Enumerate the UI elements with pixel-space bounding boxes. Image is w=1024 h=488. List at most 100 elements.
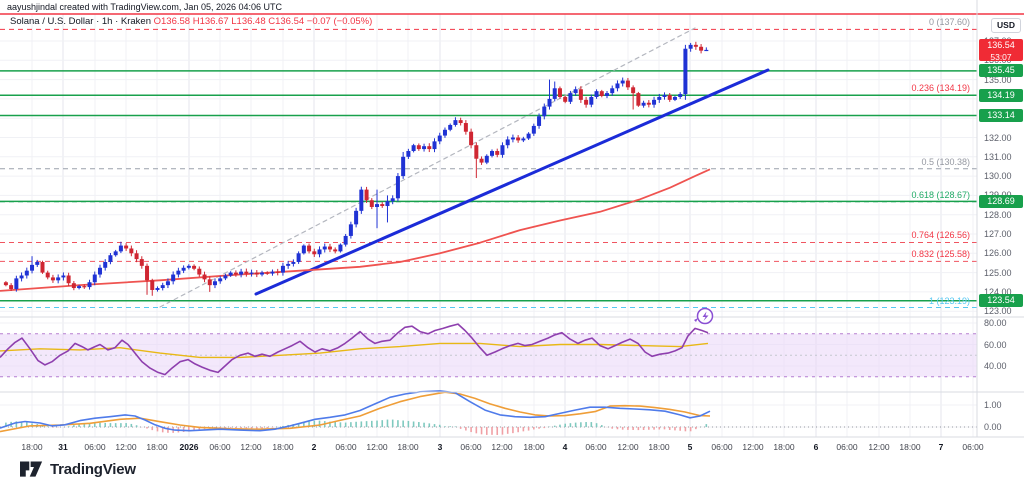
candle-body bbox=[19, 275, 24, 279]
currency-toggle-button[interactable]: USD bbox=[991, 18, 1021, 33]
candle-body bbox=[646, 102, 651, 105]
time-axis-label: 06:00 bbox=[585, 442, 607, 452]
fib-level-label: 0.236 (134.19) bbox=[911, 83, 970, 94]
candle-body bbox=[693, 44, 698, 47]
price-axis-label: 132.00 bbox=[984, 132, 1012, 143]
candle-body bbox=[296, 253, 301, 262]
macd-axis-label: 1.00 bbox=[984, 400, 1002, 410]
candle-body bbox=[699, 46, 704, 51]
blue-support-trendline[interactable] bbox=[254, 68, 770, 296]
candle-body bbox=[97, 267, 102, 275]
candle-body bbox=[14, 278, 19, 290]
rsi-axis-label: 80.00 bbox=[984, 318, 1007, 328]
price-axis-label: 130.00 bbox=[984, 171, 1012, 182]
candle-body bbox=[652, 99, 657, 105]
candle-body bbox=[223, 275, 228, 279]
candle-body bbox=[484, 155, 489, 163]
candle-body bbox=[547, 98, 552, 107]
candle-body bbox=[432, 141, 437, 150]
candle-body bbox=[165, 281, 170, 286]
candle-body bbox=[291, 261, 296, 264]
candle-body bbox=[286, 263, 291, 266]
candle-body bbox=[505, 139, 510, 146]
candle-body bbox=[275, 271, 280, 273]
candle-body bbox=[24, 270, 29, 276]
candle-body bbox=[312, 251, 317, 255]
time-axis-label: 3 bbox=[437, 442, 443, 452]
tradingview-logo[interactable]: TradingView bbox=[20, 461, 136, 478]
time-axis-label: 12:00 bbox=[742, 442, 764, 452]
candle-body bbox=[490, 151, 495, 156]
candle-body bbox=[500, 145, 505, 155]
candle-body bbox=[354, 210, 359, 225]
time-axis-label: 7 bbox=[938, 442, 944, 452]
price-axis-label: 126.00 bbox=[984, 248, 1012, 259]
candle-body bbox=[40, 261, 45, 273]
candle-body bbox=[568, 93, 573, 102]
time-axis-label: 5 bbox=[687, 442, 693, 452]
candle-body bbox=[254, 272, 259, 275]
candle-body bbox=[301, 245, 306, 254]
macd-line bbox=[0, 390, 711, 432]
candle-body bbox=[683, 48, 688, 95]
gray-dashed-channel[interactable] bbox=[159, 27, 696, 308]
time-axis-label: 18:00 bbox=[899, 442, 921, 452]
candle-body bbox=[406, 151, 411, 157]
candle-body bbox=[3, 282, 8, 286]
candle-body bbox=[118, 245, 123, 252]
candle-body bbox=[139, 259, 144, 266]
candle-body bbox=[176, 270, 181, 275]
time-axis-label: 18:00 bbox=[773, 442, 795, 452]
price-axis-label: 125.00 bbox=[984, 267, 1012, 278]
candle-body bbox=[589, 96, 594, 105]
candle-body bbox=[688, 44, 693, 49]
rsi-axis-label: 60.00 bbox=[984, 339, 1007, 350]
bar-countdown: 53:07 bbox=[990, 51, 1012, 62]
candle-body bbox=[82, 286, 87, 288]
candle-body bbox=[265, 272, 270, 274]
time-axis-label: 18:00 bbox=[397, 442, 419, 452]
candle-body bbox=[453, 120, 458, 125]
time-axis-label: 12:00 bbox=[240, 442, 262, 452]
candle-body bbox=[155, 288, 160, 290]
symbol-legend[interactable]: Solana / U.S. Dollar · 1h · Kraken O136.… bbox=[10, 16, 372, 27]
chart-canvas[interactable] bbox=[0, 0, 1024, 455]
lightning-marker-icon[interactable] bbox=[694, 307, 714, 325]
candle-body bbox=[270, 271, 275, 274]
tradingview-logo-text: TradingView bbox=[50, 461, 136, 478]
candle-body bbox=[129, 248, 134, 254]
price-level-badge: 135.45 bbox=[979, 64, 1023, 78]
fib-level-label: 1 (123.19) bbox=[928, 295, 970, 306]
candle-body bbox=[327, 246, 332, 250]
candle-body bbox=[615, 83, 620, 89]
candle-body bbox=[212, 281, 217, 286]
candle-body bbox=[427, 146, 432, 150]
time-axis-label: 12:00 bbox=[491, 442, 513, 452]
candle-body bbox=[662, 95, 667, 97]
time-axis-label: 06:00 bbox=[84, 442, 106, 452]
candle-body bbox=[625, 80, 630, 88]
candle-body bbox=[495, 151, 500, 155]
candle-body bbox=[375, 204, 380, 207]
time-axis-label: 2 bbox=[311, 442, 317, 452]
price-axis-label: 135.00 bbox=[984, 74, 1012, 85]
red-moving-average bbox=[0, 168, 711, 292]
price-level-badge: 123.54 bbox=[979, 294, 1023, 308]
candle-body bbox=[563, 96, 568, 102]
fib-level-label: 0.832 (125.58) bbox=[911, 249, 970, 260]
time-axis-label: 18:00 bbox=[21, 442, 43, 452]
macd-axis-label: 0.00 bbox=[984, 422, 1002, 432]
candle-body bbox=[87, 282, 92, 288]
time-axis-label: 12:00 bbox=[617, 442, 639, 452]
candle-body bbox=[557, 88, 562, 97]
creator-attribution-text: aayushjindal created with TradingView.co… bbox=[7, 2, 282, 12]
candle-body bbox=[343, 235, 348, 245]
candle-body bbox=[526, 133, 531, 139]
price-axis-label: 128.00 bbox=[984, 209, 1012, 220]
ohlc-values: O136.58 H136.67 L136.48 C136.54 −0.07 (−… bbox=[153, 16, 373, 27]
candle-body bbox=[66, 275, 71, 284]
candle-body bbox=[50, 277, 55, 281]
candle-body bbox=[244, 271, 249, 274]
tradingview-logo-icon bbox=[20, 461, 43, 477]
